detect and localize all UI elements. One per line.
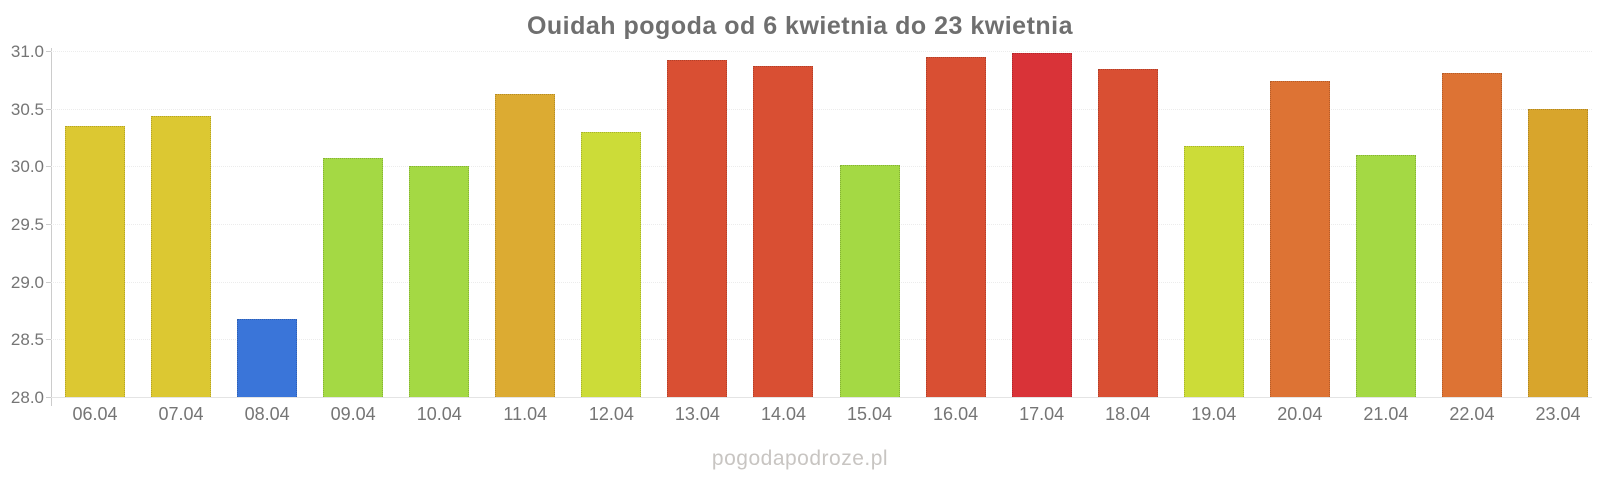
y-axis-tick-label: 31.0	[10, 42, 44, 61]
y-axis-tick-mark	[46, 281, 51, 283]
bar-06.04[interactable]	[65, 125, 125, 397]
y-axis-tick-mark	[46, 51, 51, 52]
bar-09.04[interactable]	[323, 158, 384, 397]
x-axis-tick-label: 09.04	[330, 404, 376, 424]
y-axis-tick-mark	[46, 339, 51, 341]
bar-22.04[interactable]	[1441, 72, 1502, 397]
x-axis-tick-label: 14.04	[760, 404, 806, 424]
x-axis-tick-label: 12.04	[588, 404, 634, 424]
gridline-y-30.5	[51, 108, 1592, 110]
gridline-y-31.0	[51, 51, 1592, 52]
y-axis-tick-label: 28.0	[10, 388, 44, 407]
y-axis-line	[51, 48, 52, 406]
plot-area	[51, 51, 1592, 398]
gridline-y-28.0	[51, 397, 1592, 398]
x-axis-tick-label: 15.04	[846, 404, 893, 424]
y-axis-tick-label: 30.0	[10, 157, 44, 177]
x-axis-tick-label: 16.04	[933, 404, 979, 424]
x-axis-tick-label: 17.04	[1019, 404, 1065, 424]
bar-16.04[interactable]	[925, 56, 986, 397]
bar-10.04[interactable]	[409, 166, 470, 397]
bar-13.04[interactable]	[667, 60, 728, 397]
x-axis-tick-label: 19.04	[1191, 404, 1237, 424]
y-axis-tick-label: 29.0	[10, 272, 44, 292]
x-axis-tick-label: 18.04	[1105, 404, 1151, 424]
x-axis-tick-label: 22.04	[1449, 404, 1495, 424]
x-axis-tick-label: 13.04	[674, 404, 720, 424]
bar-19.04[interactable]	[1183, 145, 1244, 397]
x-axis-tick-label: 06.04	[72, 404, 118, 424]
gridline-y-29.5	[51, 224, 1592, 225]
bar-15.04[interactable]	[839, 165, 900, 397]
bar-18.04[interactable]	[1097, 69, 1158, 397]
y-axis-tick-label: 30.5	[10, 99, 44, 119]
bar-23.04[interactable]	[1528, 108, 1588, 397]
x-axis-tick-label: 21.04	[1363, 404, 1409, 424]
bar-07.04[interactable]	[151, 115, 212, 397]
y-axis-tick-mark	[46, 108, 51, 110]
x-axis-tick-label: 07.04	[158, 404, 204, 424]
chart-title: Ouidah pogoda od 6 kwietnia do 23 kwietn…	[526, 12, 1074, 40]
y-axis-tick-mark	[46, 397, 51, 398]
gridline-y-29.0	[51, 281, 1592, 283]
bar-20.04[interactable]	[1269, 81, 1330, 397]
bar-14.04[interactable]	[753, 66, 814, 397]
x-axis-tick-label: 23.04	[1535, 404, 1581, 424]
x-axis-tick-label: 11.04	[503, 404, 548, 424]
bar-11.04[interactable]	[495, 93, 556, 397]
bar-08.04[interactable]	[237, 318, 298, 397]
x-axis-tick-label: 10.04	[416, 404, 462, 424]
gridline-y-30.0	[51, 166, 1592, 168]
bar-21.04[interactable]	[1355, 154, 1416, 397]
y-axis-tick-label: 28.5	[10, 330, 44, 350]
bar-17.04[interactable]	[1011, 53, 1072, 397]
y-axis-tick-mark	[46, 224, 51, 225]
x-axis-tick-label: 08.04	[244, 404, 290, 424]
gridline-y-28.5	[51, 339, 1592, 341]
y-axis-tick-label: 29.5	[10, 215, 44, 234]
watermark: pogodapodroze.pl	[711, 447, 889, 470]
y-axis-tick-mark	[46, 166, 51, 168]
x-axis-tick-label: 20.04	[1277, 404, 1323, 424]
bar-12.04[interactable]	[581, 131, 642, 397]
